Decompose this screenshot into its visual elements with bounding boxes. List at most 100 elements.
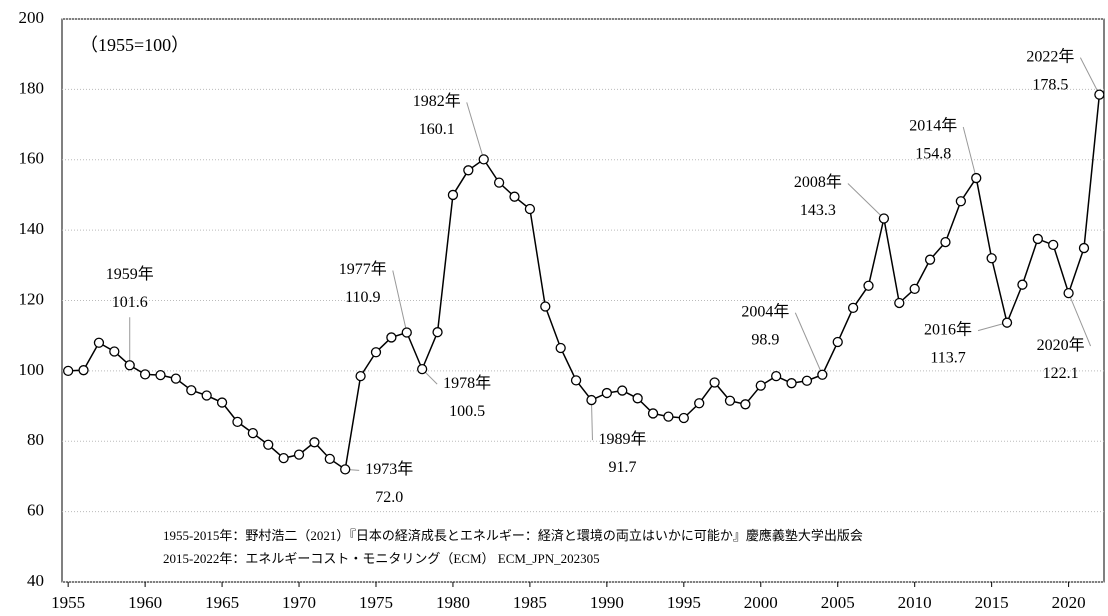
source-note: 1955-2015年：野村浩二（2021）『日本の経済成長とエネルギー：経済と環… <box>163 528 863 543</box>
x-tick-label: 1965 <box>205 593 239 612</box>
data-point <box>355 371 366 382</box>
data-point <box>540 301 551 312</box>
data-point <box>309 437 320 448</box>
value-label: 101.6 <box>112 294 148 311</box>
x-tick-label: 1975 <box>359 593 393 612</box>
data-point <box>955 196 967 207</box>
data-point <box>832 336 843 348</box>
leader-line <box>1068 292 1092 347</box>
data-point <box>909 283 920 295</box>
data-point <box>694 398 705 409</box>
y-tick-label: 140 <box>19 219 45 238</box>
data-point <box>263 439 274 450</box>
x-tick-label: 1970 <box>282 593 316 612</box>
subtitle: （1955=100） <box>80 35 189 55</box>
data-point <box>324 453 335 464</box>
data-point <box>678 412 689 424</box>
data-point <box>709 377 720 388</box>
data-point <box>524 203 536 215</box>
data-point <box>1032 233 1043 245</box>
leader-line <box>392 270 408 333</box>
data-point <box>801 375 813 386</box>
data-point <box>401 327 412 338</box>
data-point <box>1001 317 1013 328</box>
data-point <box>632 393 643 404</box>
leader-line <box>1079 57 1100 95</box>
data-point <box>63 365 74 377</box>
point-label: 1982年 <box>413 92 461 110</box>
leader-line <box>847 183 885 219</box>
data-point <box>1094 89 1105 100</box>
leader-line <box>962 126 977 179</box>
data-point <box>186 385 197 396</box>
data-point <box>417 363 428 375</box>
value-label: 91.7 <box>608 459 636 476</box>
source-note: 2015-2022年：エネルギーコスト・モニタリング（ECM） ECM_JPN_… <box>163 551 600 566</box>
data-point <box>124 360 135 371</box>
x-tick-label: 1995 <box>667 593 701 612</box>
point-label: 1978年 <box>443 374 491 392</box>
y-tick-label: 60 <box>27 501 44 520</box>
y-tick-label: 200 <box>19 8 45 27</box>
y-tick-label: 100 <box>19 360 45 379</box>
data-point <box>755 380 766 391</box>
data-point <box>93 337 105 348</box>
x-tick-label: 2005 <box>821 593 855 612</box>
data-point <box>293 449 305 460</box>
point-label: 1989年 <box>598 430 646 448</box>
data-point <box>232 416 243 428</box>
point-label: 1973年 <box>365 460 413 478</box>
x-tick-label: 2000 <box>744 593 778 612</box>
x-tick-label: 2015 <box>975 593 1009 612</box>
data-point <box>570 375 582 386</box>
data-point <box>201 390 212 401</box>
data-point <box>386 332 397 343</box>
value-label: 154.8 <box>915 146 951 163</box>
data-point <box>447 189 459 201</box>
value-label: 100.5 <box>449 403 485 420</box>
data-point <box>986 253 997 264</box>
point-label: 1977年 <box>339 260 387 278</box>
data-point <box>478 154 489 165</box>
value-label: 122.1 <box>1043 365 1079 382</box>
data-point <box>463 165 474 176</box>
point-label: 2022年 <box>1026 47 1074 65</box>
data-point <box>1078 242 1090 254</box>
data-point <box>924 254 936 265</box>
x-tick-label: 1990 <box>590 593 624 612</box>
data-point <box>216 397 228 408</box>
point-label: 2008年 <box>794 173 842 191</box>
data-point <box>78 365 89 376</box>
y-tick-label: 80 <box>27 430 44 449</box>
data-point <box>786 378 797 389</box>
value-label: 160.1 <box>419 121 455 138</box>
data-point <box>663 411 674 422</box>
data-point <box>170 373 182 384</box>
value-label: 98.9 <box>751 331 779 348</box>
y-tick-label: 160 <box>19 149 45 168</box>
data-point <box>863 280 874 291</box>
point-label: 2014年 <box>909 117 957 135</box>
value-label: 113.7 <box>930 349 965 366</box>
leader-line <box>794 312 823 375</box>
y-tick-label: 180 <box>19 78 45 97</box>
value-label: 110.9 <box>345 289 380 306</box>
y-tick-label: 40 <box>27 571 44 590</box>
data-point <box>340 464 351 475</box>
leader-line <box>590 400 593 441</box>
data-point <box>493 177 505 188</box>
point-label: 2016年 <box>924 320 972 338</box>
data-point <box>555 342 566 354</box>
point-label: 2004年 <box>741 302 789 320</box>
y-tick-label: 120 <box>19 289 45 308</box>
data-point <box>109 346 120 357</box>
x-tick-label: 1985 <box>513 593 547 612</box>
data-point <box>817 369 828 380</box>
data-point <box>1017 279 1028 290</box>
data-point <box>971 172 982 184</box>
x-tick-label: 2010 <box>898 593 932 612</box>
data-point <box>509 191 520 202</box>
x-tick-label: 1980 <box>436 593 470 612</box>
x-tick-label: 1960 <box>128 593 162 612</box>
